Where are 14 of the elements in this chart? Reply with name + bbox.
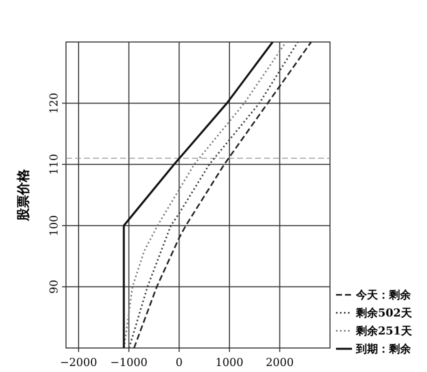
legend-label: 剩余502天 <box>355 306 413 320</box>
legend-label: 今天：剩余 <box>355 288 412 302</box>
legend-label: 到期：剩余 <box>355 342 412 356</box>
y-tick-label: 120 <box>48 92 60 114</box>
y-tick-label: 90 <box>48 280 60 294</box>
x-tick-label: −1000 <box>110 356 148 369</box>
x-tick-label: −2000 <box>60 356 98 369</box>
x-tick-label: 2000 <box>266 356 294 369</box>
y-tick-label: 110 <box>48 154 60 175</box>
x-tick-label: 1000 <box>215 356 244 369</box>
y-tick-label: 100 <box>48 215 60 236</box>
legend-label: 剩余251天 <box>355 324 413 338</box>
x-tick-label: 0 <box>176 356 183 369</box>
y-axis-title: 股票价格 <box>16 168 32 222</box>
